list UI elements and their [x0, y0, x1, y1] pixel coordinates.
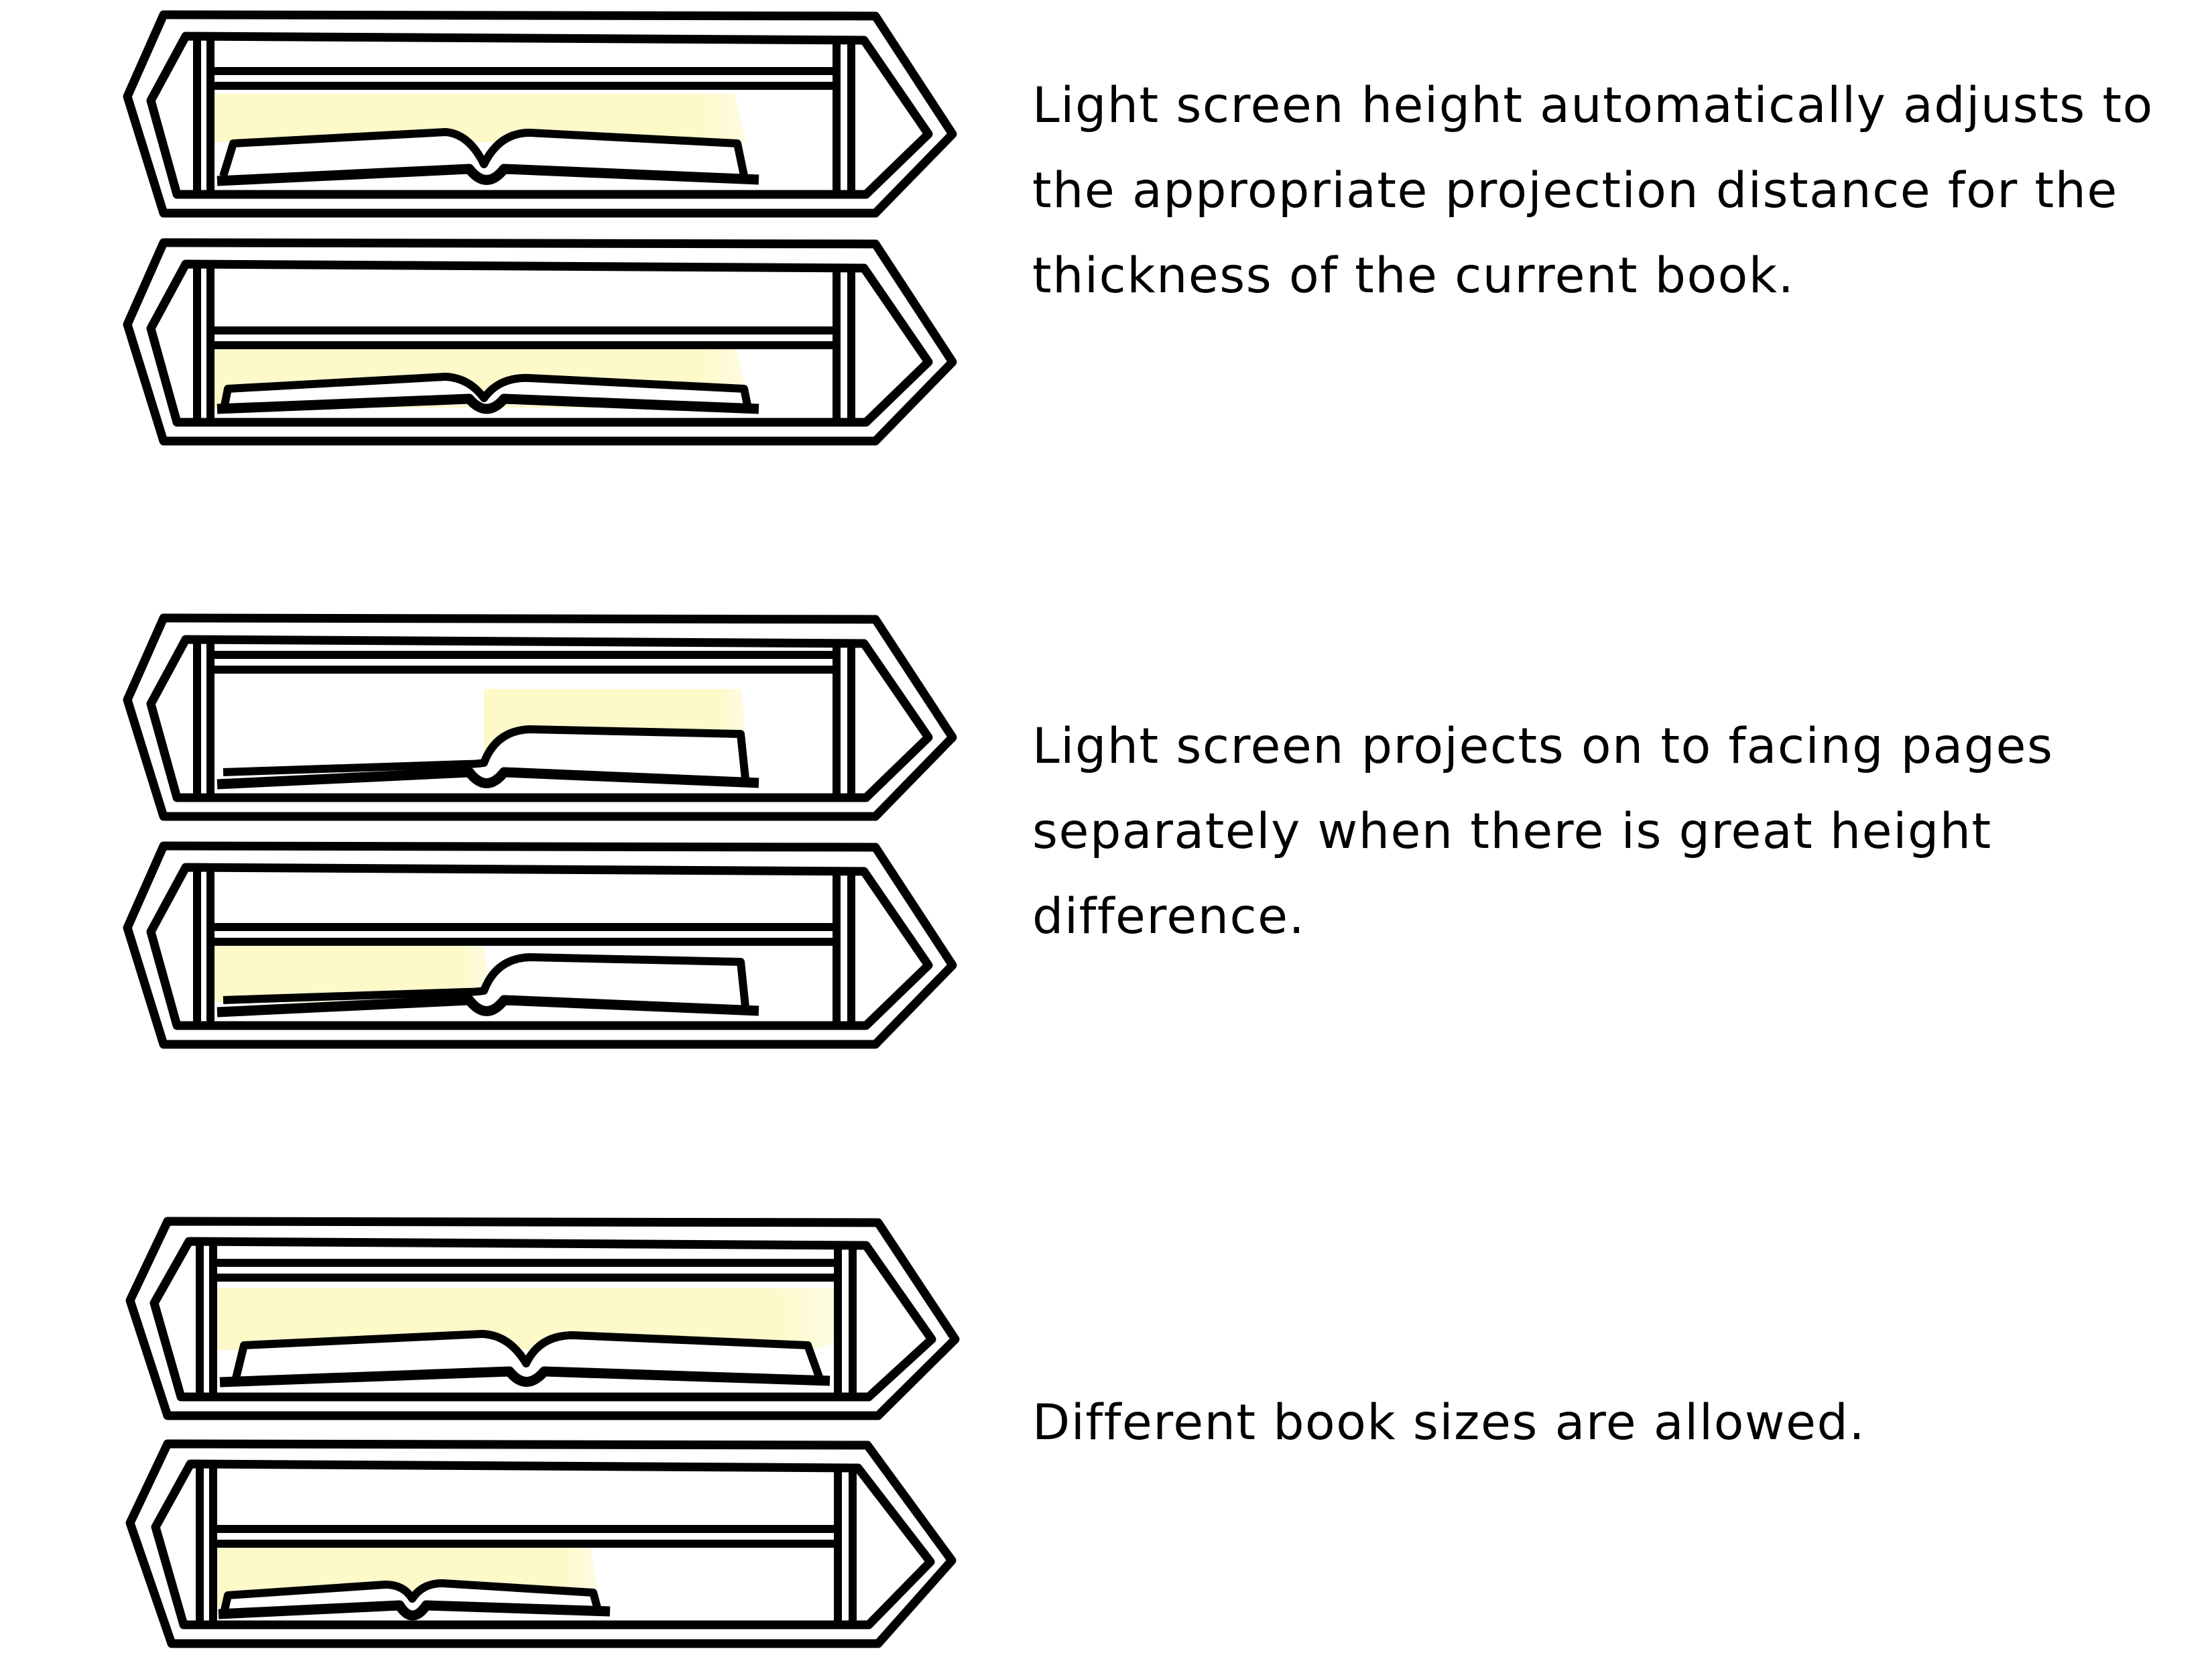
book-icon [217, 128, 759, 186]
book-icon [219, 1330, 831, 1388]
device-diagram-1a [123, 10, 957, 218]
device-frame-icon [123, 613, 957, 821]
book-icon [218, 1579, 611, 1621]
light-beam-icon [209, 942, 489, 1002]
light-beam-icon [214, 1288, 837, 1350]
light-beam-icon [209, 94, 751, 142]
caption-separate-projection: Light screen projects on to facing pages… [1032, 718, 2054, 945]
device-diagram-2b [123, 841, 957, 1049]
light-beam-icon [484, 689, 745, 764]
device-frame-icon [123, 841, 957, 1049]
device-frame-icon [125, 1217, 960, 1420]
device-diagram-3a [125, 1217, 960, 1420]
device-frame-icon [123, 238, 957, 446]
caption-auto-height: Light screen height automatically adjust… [1032, 77, 2154, 304]
device-frame-icon [125, 1439, 957, 1648]
device-diagram-3b [125, 1439, 957, 1648]
caption-book-sizes: Different book sizes are allowed. [1032, 1394, 1866, 1451]
book-icon [217, 373, 759, 414]
book-icon [217, 953, 759, 1018]
device-diagram-2a [123, 613, 957, 821]
device-frame-icon [123, 10, 957, 218]
device-diagram-1b [123, 238, 957, 446]
book-icon [217, 725, 759, 790]
